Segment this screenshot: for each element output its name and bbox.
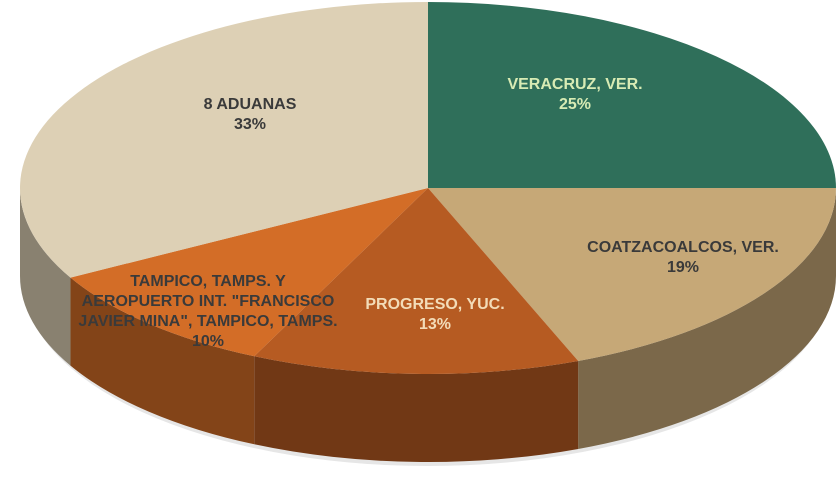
slice xyxy=(428,2,836,188)
slice xyxy=(428,188,836,361)
value-label: 25% xyxy=(558,96,592,113)
slice-side xyxy=(578,188,836,449)
slice-side xyxy=(20,188,71,366)
slice-label: COATZACOALCOS, VER. 19% xyxy=(553,238,813,278)
category-label: VERACRUZ, VER. xyxy=(507,76,643,93)
value-label: 19% xyxy=(666,259,700,276)
value-label: 33% xyxy=(233,116,267,133)
category-label: COATZACOALCOS, VER. xyxy=(587,239,779,256)
slice xyxy=(70,188,429,357)
category-label: PROGRESO, YUC. xyxy=(365,296,505,313)
value-label: 13% xyxy=(418,316,452,333)
slice xyxy=(20,2,428,278)
slice-label: VERACRUZ, VER. 25% xyxy=(475,75,675,115)
slice-side xyxy=(254,356,579,462)
slice-label: 8 ADUANAS 33% xyxy=(150,95,350,135)
category-label: TAMPICO, TAMPS. Y AEROPUERTO INT. "FRANC… xyxy=(78,273,338,330)
slice xyxy=(254,188,579,374)
slice-label: PROGRESO, YUC. 13% xyxy=(335,295,535,335)
slice-label: TAMPICO, TAMPS. Y AEROPUERTO INT. "FRANC… xyxy=(73,272,343,352)
value-label: 10% xyxy=(191,333,225,350)
category-label: 8 ADUANAS xyxy=(203,96,297,113)
slice-side xyxy=(70,277,255,445)
